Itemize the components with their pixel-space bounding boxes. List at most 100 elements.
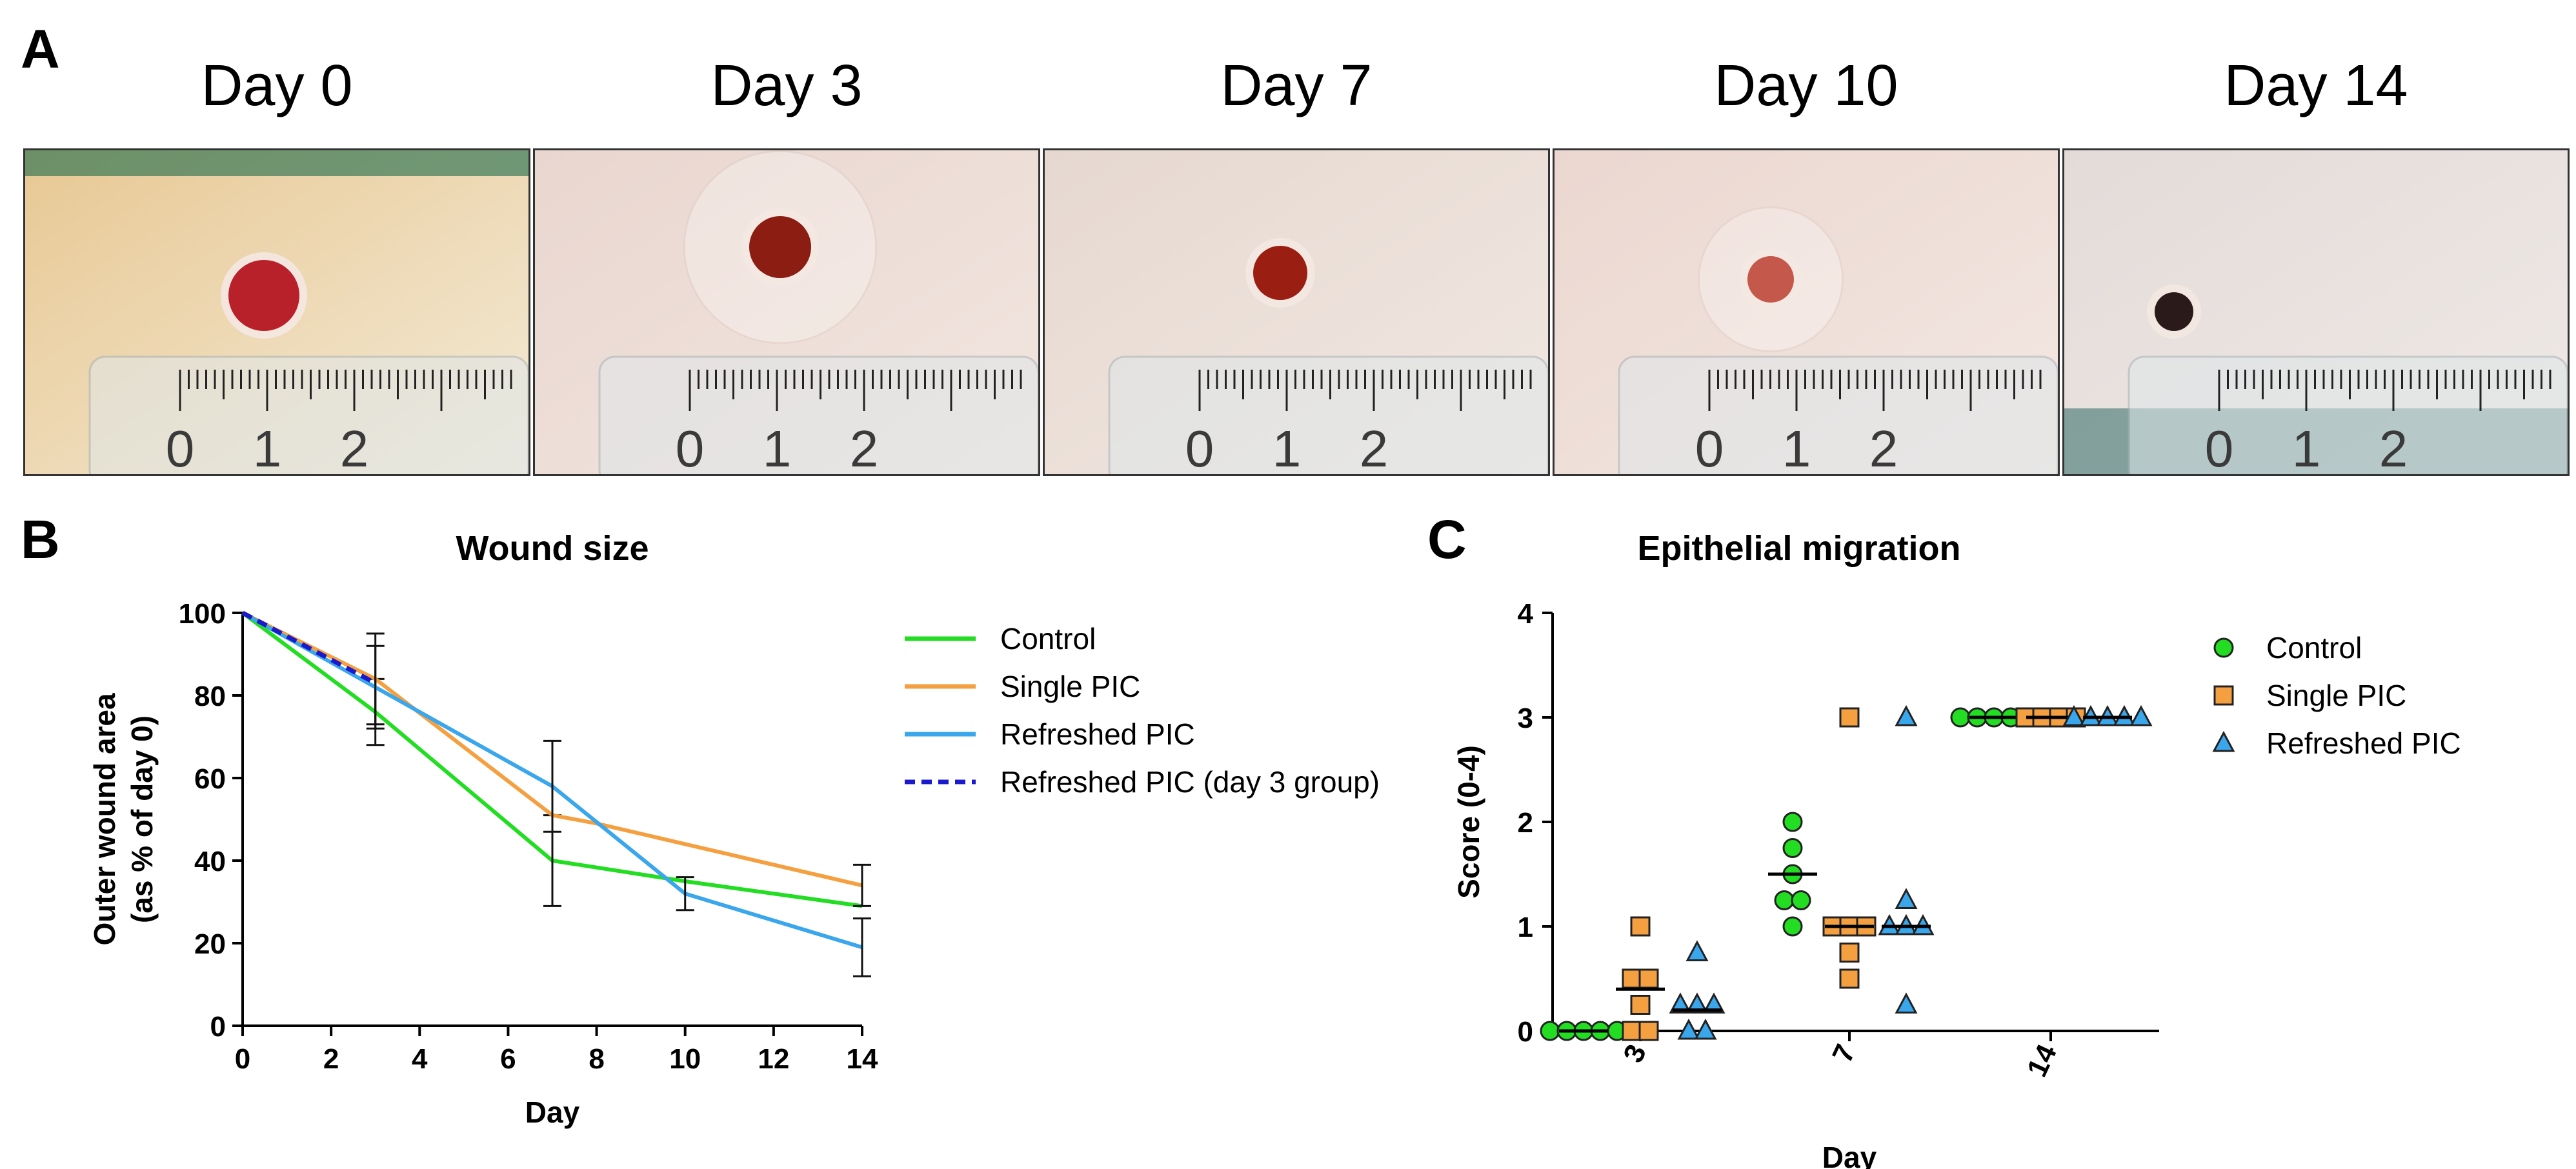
ruler-number: 2	[2379, 420, 2408, 474]
x-tick-label: 14	[847, 1043, 878, 1075]
drape	[25, 150, 528, 176]
y-tick-label: 100	[179, 598, 226, 630]
legend-label: Control	[2266, 631, 2362, 664]
wound-photo: 0 1 2	[1043, 148, 1550, 476]
x-tick-label: 14	[2021, 1039, 2063, 1082]
data-point	[1702, 992, 1726, 1014]
photo-day-label: Day 3	[710, 54, 863, 118]
photo-day-label: Day 7	[1220, 54, 1373, 118]
y-tick-label: 80	[194, 681, 226, 712]
data-point	[1950, 707, 1971, 728]
epithelial-migration-chart: Epithelial migration 0 1 2 3 4 3 7 14 Day Score (0…	[1452, 529, 2461, 1169]
legend-label: Refreshed PIC (day 3 group)	[1000, 765, 1380, 799]
data-point	[1782, 916, 1803, 937]
chart-title: Wound size	[456, 529, 649, 568]
data-point	[1638, 1021, 1659, 1041]
ruler-body	[1618, 355, 2058, 474]
data-point	[1638, 968, 1659, 989]
data-point	[1839, 968, 1860, 989]
y-axis-label: Score (0-4)	[1452, 745, 1485, 899]
wound-photo: 0 1 2	[533, 148, 1040, 476]
x-tick-label: 4	[412, 1043, 428, 1075]
photo-day-label: Day 14	[2224, 54, 2408, 118]
x-tick-label: 2	[323, 1043, 339, 1075]
ruler-number: 0	[676, 420, 705, 474]
photo-illustration: 0 1 2	[25, 150, 528, 474]
wound	[2155, 292, 2193, 331]
data-point	[1540, 1021, 1560, 1041]
photo-day-label: Day 0	[201, 54, 353, 118]
photo-day-label: Day 10	[1714, 54, 1898, 118]
y-tick-label: 60	[194, 763, 226, 795]
wound	[1253, 246, 1307, 300]
ruler-number: 0	[1695, 420, 1724, 474]
ruler-body	[1108, 355, 1548, 474]
data-point	[2062, 704, 2086, 726]
x-tick-label: 3	[1617, 1040, 1653, 1068]
wound	[1747, 256, 1794, 303]
y-tick-label: 2	[1518, 807, 1533, 839]
data-point	[2015, 707, 2036, 728]
ruler-number: 0	[1185, 420, 1214, 474]
y-axis-label: Outer wound area	[88, 693, 121, 945]
wound	[228, 260, 299, 331]
y-tick-label: 40	[194, 846, 226, 877]
y-axis-label: (as % of day 0)	[125, 715, 159, 923]
ruler-body	[598, 355, 1038, 474]
x-tick-label: 8	[589, 1043, 604, 1075]
photo-illustration: 0 1 2	[535, 150, 1038, 474]
photo-illustration: 0 1 2	[1555, 150, 2058, 474]
legend-marker	[2213, 685, 2234, 706]
legend-label: Refreshed PIC	[2266, 726, 2461, 760]
x-axis-label: Day	[525, 1095, 580, 1129]
legend-label: Refreshed PIC	[1000, 717, 1195, 751]
legend-marker	[2212, 730, 2235, 752]
wound-photo: 0 1 2	[23, 148, 530, 476]
ruler-number: 2	[1869, 420, 1898, 474]
legend-label: Single PIC	[2266, 679, 2406, 712]
y-tick-label: 4	[1518, 598, 1534, 630]
ruler-number: 0	[166, 420, 195, 474]
panel-label-b: B	[21, 509, 60, 570]
data-point	[1839, 943, 1860, 963]
data-point	[1622, 1021, 1642, 1041]
panel-label-c: C	[1427, 509, 1467, 570]
wound	[749, 216, 811, 278]
data-point	[1782, 838, 1803, 858]
y-tick-label: 0	[210, 1011, 226, 1043]
photo-illustration: 0 1 2	[2064, 150, 2568, 474]
y-tick-label: 0	[1518, 1016, 1533, 1048]
data-point	[1685, 992, 1709, 1014]
wound-photo: 0 1 2	[2062, 148, 2570, 476]
ruler-body	[88, 355, 528, 474]
data-point	[1630, 916, 1651, 937]
y-tick-label: 20	[194, 928, 226, 960]
data-point	[1895, 888, 1918, 909]
data-point	[1895, 704, 1918, 726]
series-line	[241, 610, 377, 685]
data-point	[1669, 992, 1692, 1014]
wound-photo: 0 1 2	[1553, 148, 2060, 476]
ruler-number: 2	[1360, 420, 1389, 474]
ruler-number: 1	[2292, 420, 2321, 474]
y-tick-label: 3	[1518, 703, 1533, 734]
y-tick-label: 1	[1518, 912, 1533, 943]
x-tick-label: 12	[758, 1043, 789, 1075]
chart-title: Epithelial migration	[1637, 529, 1960, 568]
x-tick-label: 7	[1826, 1040, 1862, 1068]
data-point	[1774, 890, 1795, 910]
data-point	[1839, 707, 1860, 728]
data-point	[1677, 1018, 1700, 1040]
x-tick-label: 10	[669, 1043, 701, 1075]
legend-marker	[2213, 637, 2234, 658]
x-tick-label: 0	[235, 1043, 250, 1075]
legend-label: Single PIC	[1000, 670, 1140, 703]
data-point	[1694, 1018, 1717, 1040]
ruler-number: 0	[2205, 420, 2234, 474]
data-point	[1895, 992, 1918, 1014]
ruler-number: 1	[763, 420, 792, 474]
data-point	[1622, 968, 1642, 989]
data-point	[2129, 704, 2153, 726]
ruler-body	[2128, 355, 2568, 474]
data-point	[1791, 890, 1811, 910]
